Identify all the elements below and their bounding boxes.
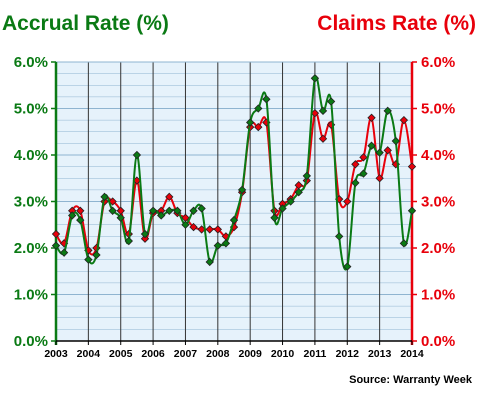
- accrual-data-point: [383, 106, 392, 115]
- right-y-tick-label: 6.0%: [421, 54, 455, 71]
- accrual-data-point: [318, 106, 328, 115]
- left-y-tick-label: 5.0%: [14, 101, 48, 118]
- accrual-data-point: [391, 136, 400, 146]
- claims-data-point: [100, 197, 109, 206]
- claims-data-point: [140, 234, 150, 243]
- source-note: Source: Warranty Week: [349, 374, 473, 386]
- accrual-data-point: [197, 204, 206, 213]
- accrual-data-point: [237, 185, 247, 195]
- accrual-data-point: [173, 206, 182, 215]
- claims-data-point: [383, 146, 392, 155]
- accrual-data-point: [148, 206, 158, 215]
- accrual-data-point: [407, 206, 417, 215]
- claims-data-point: [205, 225, 214, 234]
- claims-data-point: [254, 122, 263, 132]
- accrual-data-point: [294, 188, 303, 197]
- x-tick-label: 2005: [109, 348, 133, 360]
- left-y-tick-label: 4.0%: [14, 147, 48, 164]
- accrual-data-point: [262, 95, 271, 104]
- accrual-data-point: [359, 169, 368, 178]
- left-y-tick-label: 1.0%: [14, 287, 48, 304]
- left-y-tick-label: 6.0%: [14, 54, 48, 71]
- left-axis-title: Accrual Rate (%): [2, 12, 169, 35]
- accrual-data-point: [229, 215, 239, 225]
- accrual-data-point: [310, 74, 320, 83]
- claims-data-point: [165, 192, 174, 202]
- claims-data-point: [359, 153, 368, 162]
- x-tick-label: 2006: [141, 348, 165, 360]
- x-tick-label: 2004: [77, 348, 101, 360]
- accrual-data-point: [213, 241, 222, 250]
- accrual-data-point: [116, 213, 125, 222]
- claims-data-point: [51, 229, 61, 239]
- left-y-tick-label: 0.0%: [14, 333, 48, 350]
- right-y-tick-label: 4.0%: [421, 147, 455, 164]
- accrual-data-point: [51, 241, 61, 250]
- x-tick-label: 2008: [206, 348, 230, 360]
- accrual-data-point: [84, 255, 93, 264]
- claims-data-point: [351, 160, 360, 169]
- accrual-data-point: [343, 262, 352, 271]
- right-y-tick-label: 0.0%: [421, 333, 455, 350]
- claims-data-point: [76, 206, 85, 215]
- right-y-tick-label: 3.0%: [421, 194, 455, 211]
- accrual-data-point: [326, 97, 336, 106]
- left-y-tick-label: 3.0%: [14, 194, 48, 211]
- right-y-tick-label: 1.0%: [421, 287, 455, 304]
- accrual-data-point: [286, 197, 295, 206]
- x-tick-label: 2009: [239, 348, 263, 360]
- accrual-data-point: [399, 239, 409, 248]
- right-y-tick-label: 5.0%: [421, 101, 455, 118]
- accrual-data-point: [124, 236, 133, 246]
- left-y-tick-label: 2.0%: [14, 240, 48, 257]
- right-axis-title: Claims Rate (%): [317, 12, 476, 35]
- accrual-data-point: [189, 206, 198, 215]
- accrual-data-point: [351, 178, 360, 188]
- accrual-data-point: [92, 250, 101, 260]
- claims-data-point: [367, 113, 376, 122]
- accrual-data-point: [68, 211, 77, 220]
- accrual-data-point: [221, 239, 231, 248]
- claims-data-point: [399, 115, 409, 125]
- claims-data-point: [375, 174, 384, 183]
- x-tick-label: 2014: [400, 348, 424, 360]
- accrual-data-point: [108, 206, 117, 215]
- claims-data-point: [343, 197, 352, 206]
- accrual-data-point: [254, 104, 263, 113]
- accrual-data-point: [76, 215, 85, 225]
- accrual-data-point: [335, 232, 344, 241]
- accrual-data-point: [132, 150, 142, 160]
- accrual-data-point: [140, 229, 150, 239]
- x-tick-label: 2003: [44, 348, 68, 360]
- x-tick-label: 2007: [174, 348, 198, 360]
- plot-area: 0.0% 0.0% 1.0% 1.0% 2.0% 2.0% 3.0% 3.0% 4.0% 4.0%…: [14, 54, 455, 360]
- accrual-data-point: [59, 248, 69, 257]
- right-y-tick-label: 2.0%: [421, 240, 455, 257]
- claims-data-point: [318, 134, 328, 143]
- accrual-data-point: [367, 141, 376, 150]
- accrual-data-point: [246, 118, 255, 127]
- x-tick-label: 2012: [336, 348, 360, 360]
- claims-data-point: [407, 162, 417, 171]
- accrual-data-point: [165, 206, 174, 215]
- claims-data-point: [189, 222, 198, 232]
- claims-data-point: [108, 197, 117, 206]
- accrual-data-point: [270, 213, 279, 222]
- accrual-data-point: [278, 204, 287, 213]
- x-tick-label: 2011: [304, 348, 327, 360]
- accrual-data-point: [302, 171, 311, 181]
- accrual-data-point: [157, 211, 166, 220]
- accrual-data-point: [100, 192, 109, 202]
- accrual-series-line: [55, 75, 413, 271]
- accrual-data-point: [375, 148, 384, 157]
- claims-data-point: [213, 225, 222, 234]
- x-tick-label: 2010: [271, 348, 295, 360]
- accrual-data-point: [181, 220, 190, 229]
- accrual-data-point: [205, 257, 214, 267]
- x-tick-label: 2013: [368, 348, 392, 360]
